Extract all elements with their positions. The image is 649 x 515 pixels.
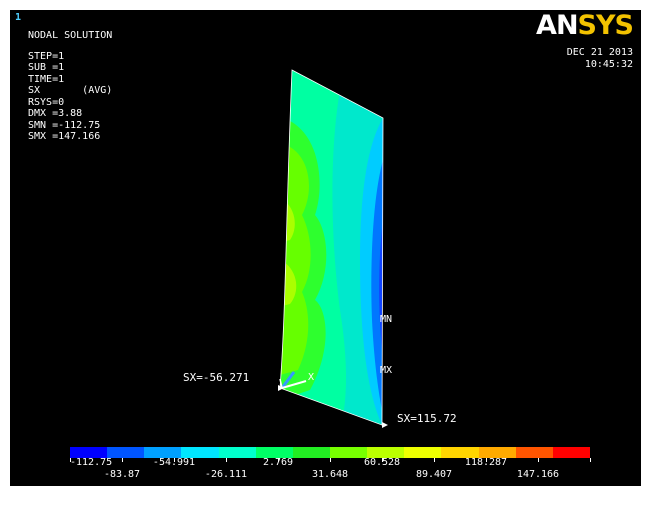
legend-label: 89.407 (415, 469, 453, 480)
axis-x-label: X (308, 372, 314, 383)
legend-tick (590, 458, 591, 462)
legend-swatch (218, 447, 257, 458)
probe-left-label: SX=-56.271 (183, 371, 249, 384)
legend-tick (434, 458, 435, 462)
legend-tick (486, 458, 487, 462)
legend-tick (174, 458, 175, 462)
legend-label: 2.769 (262, 457, 294, 468)
legend-tick (122, 458, 123, 462)
legend-swatch (367, 447, 405, 458)
time-text: 10:45:32 (584, 59, 633, 70)
logo-sys-text: SYS (577, 10, 634, 41)
legend-swatch (515, 447, 554, 458)
legend-tick (330, 458, 331, 462)
info-smn: SMN =-112.75 (28, 119, 101, 131)
coordinate-triad (279, 371, 307, 389)
probe-right-label: SX=115.72 (397, 412, 457, 425)
legend-label: 118.287 (464, 457, 508, 468)
legend-swatch (255, 447, 294, 458)
legend-label: 60.528 (363, 457, 401, 468)
legend-swatch (441, 447, 480, 458)
legend-swatch (330, 447, 368, 458)
info-panel: NODAL SOLUTION STEP=1 SUB =1 TIME=1 SX (… (28, 30, 112, 143)
legend-tick (226, 458, 227, 462)
probe-right-arrow (382, 422, 388, 428)
legend-tick (70, 458, 71, 462)
logo-an-text: AN (536, 10, 578, 41)
legend-tick (382, 458, 383, 462)
solution-title: NODAL SOLUTION (28, 30, 113, 41)
contour-model[interactable]: X MN MX SX=-56.271 SX=115.72 (10, 10, 641, 486)
legend-swatch (107, 447, 145, 458)
legend-label: -26.111 (204, 469, 248, 480)
ansys-logo: ANSYS (536, 10, 634, 41)
stress-contour-plate (280, 70, 383, 425)
info-smx: SMX =147.166 (28, 131, 101, 142)
max-marker: MX (380, 365, 392, 376)
legend-tick (278, 458, 279, 462)
legend-swatch (181, 447, 220, 458)
legend-label: 31.648 (311, 469, 349, 480)
probe-left-arrow (278, 385, 284, 391)
date-text: DEC 21 2013 (566, 47, 633, 58)
legend-swatch (144, 447, 182, 458)
info-dmx: DMX =3.88 (28, 108, 83, 119)
legend-swatch (552, 447, 591, 458)
legend-tick (538, 458, 539, 462)
legend-label: -112.75 (70, 457, 113, 468)
min-marker: MN (380, 314, 392, 325)
legend-label: -54.991 (152, 457, 196, 468)
graphics-viewport[interactable]: 1 NODAL SOLUTION STEP=1 SUB =1 TIME=1 SX… (10, 10, 641, 486)
legend-label: 147.166 (516, 469, 560, 480)
info-time: TIME=1 (28, 73, 65, 85)
legend-swatch (292, 447, 331, 458)
legend-swatch (70, 447, 108, 458)
legend-label: -83.87 (103, 469, 141, 480)
legend-swatch (404, 447, 442, 458)
info-result-item: SX (AVG) (28, 85, 113, 96)
window-number: 1 (15, 12, 22, 23)
legend-swatch (478, 447, 517, 458)
info-sub: SUB =1 (28, 62, 65, 73)
info-step: STEP=1 (28, 50, 65, 62)
info-rsys: RSYS=0 (28, 96, 65, 108)
